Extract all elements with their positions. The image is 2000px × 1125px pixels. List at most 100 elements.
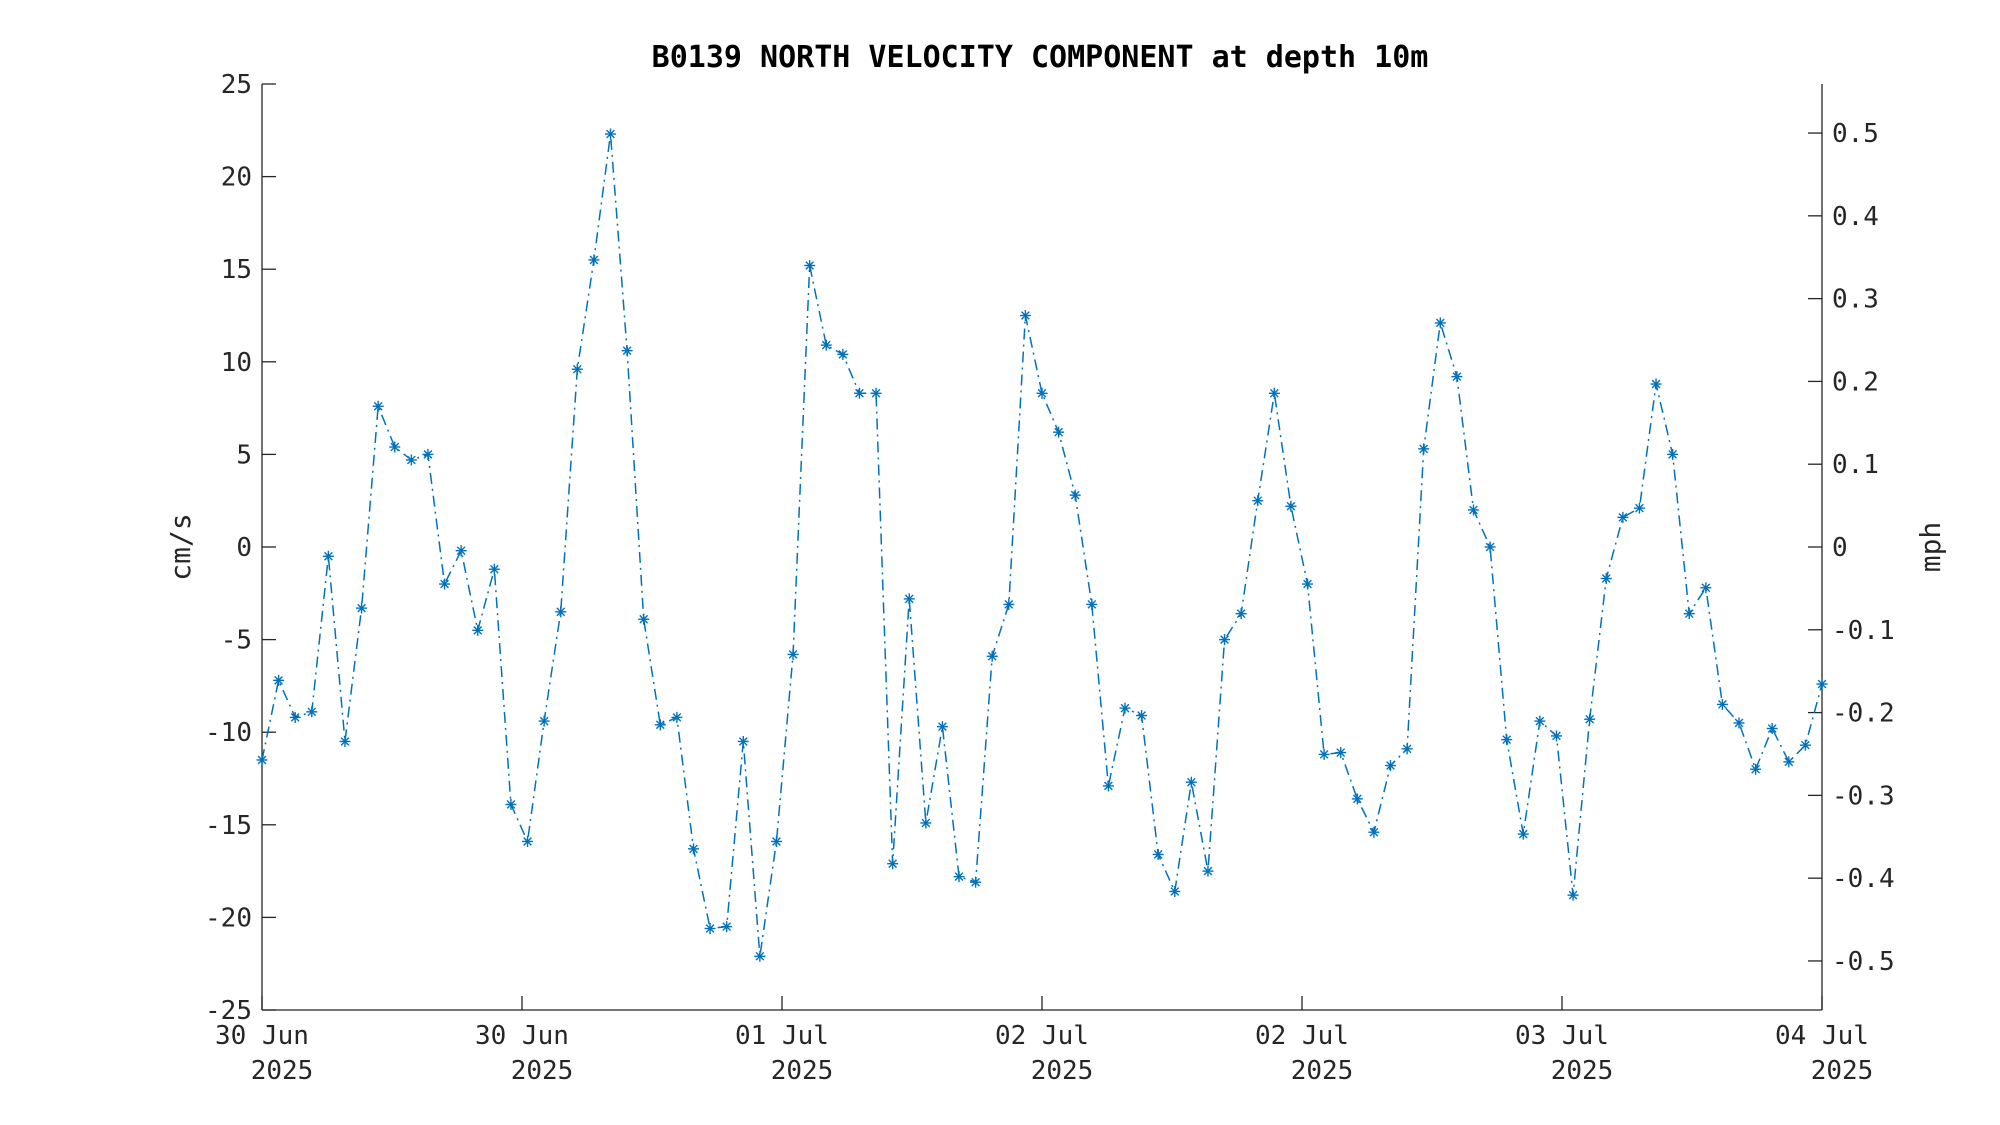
data-point [339,735,351,747]
data-point [737,735,749,747]
data-point [853,387,865,399]
data-point [1733,717,1745,729]
data-point [306,706,318,718]
data-point [671,711,683,723]
data-point [1335,747,1347,759]
x-tick-year-label: 2025 [511,1056,574,1086]
y-tick-label: 10 [221,348,252,378]
y-tick-label: 15 [221,255,252,285]
data-point [555,606,567,618]
y-tick-label: -20 [205,903,252,933]
y-tick-label: 25 [221,70,252,100]
x-tick-label: 01 Jul [735,1021,829,1051]
series-north-velocity [256,128,1828,962]
y2-tick-label: 0 [1832,533,1848,563]
data-point [1534,715,1546,727]
x-tick-label: 02 Jul [1255,1021,1349,1051]
data-point [920,817,932,829]
data-point [1584,713,1596,725]
data-point [1517,828,1529,840]
y2-tick-label: 0.3 [1832,285,1879,315]
data-point [1467,504,1479,516]
chart-title: B0139 NORTH VELOCITY COMPONENT at depth … [652,40,1429,75]
y2-tick-label: 0.5 [1832,119,1879,149]
data-point [439,578,451,590]
data-point [1434,317,1446,329]
data-point [1451,371,1463,383]
data-point [837,348,849,360]
axes [261,84,1823,1011]
data-point [1302,578,1314,590]
data-point [1019,310,1031,321]
data-point [1716,698,1728,710]
data-point [505,798,517,810]
data-point [903,593,915,605]
data-point [687,843,699,855]
data-point [472,624,484,636]
data-point [1169,885,1181,897]
data-point [1683,608,1695,620]
data-point [605,128,617,140]
x-tick-year-label: 2025 [1551,1056,1614,1086]
data-point [1252,495,1264,507]
y2-ticks: 0.5 0.4 0.3 0.2 0.1 0 -0.1 -0.2 -0.3 -0.4 -0.5 [1808,119,1895,977]
y-tick-label: 20 [221,163,252,193]
data-point [986,650,998,662]
y-ticks: 25 20 15 10 5 0 -5 -10 -15 -20 -25 [205,70,276,1026]
y-tick-label: -10 [205,718,252,748]
data-point [787,648,799,660]
data-point [1086,598,1098,610]
data-point [654,719,666,731]
y-axis-label: cm/s [164,513,197,580]
data-point [1136,710,1148,722]
x-tick-label: 30 Jun [475,1021,569,1051]
data-point [1766,722,1778,734]
data-point [1650,378,1662,390]
data-point [638,613,650,625]
y2-tick-label: 0.4 [1832,202,1879,232]
data-point [1053,426,1065,438]
data-point [1069,489,1081,501]
data-point [754,950,766,962]
data-point [1385,760,1397,772]
y2-tick-label: -0.1 [1832,616,1895,646]
data-point [1219,634,1231,646]
data-point [820,339,832,351]
data-point [522,835,534,847]
data-point [887,858,899,870]
data-point [488,563,500,575]
data-point [538,715,550,727]
data-point [704,923,716,935]
data-point [1036,387,1048,399]
data-point [1600,572,1612,584]
y-tick-label: 0 [236,533,252,563]
data-point [1418,443,1430,455]
data-point [1102,780,1114,792]
x-tick-year-label: 2025 [1811,1056,1874,1086]
data-point [1750,763,1762,775]
data-point [1351,793,1363,805]
data-point [1202,865,1214,877]
x-tick-label: 30 Jun [215,1021,309,1051]
data-point [721,921,733,933]
data-point [356,602,368,614]
y2-tick-label: 0.1 [1832,450,1879,480]
data-point [1003,598,1015,610]
data-point [322,550,334,562]
y2-tick-label: -0.3 [1832,781,1895,811]
y-tick-label: -5 [221,626,252,656]
y-tick-label: 5 [236,440,252,470]
data-point [571,363,583,375]
y2-tick-label: -0.4 [1832,864,1895,894]
data-point [1816,678,1828,690]
data-point [588,254,600,266]
data-point [770,835,782,847]
data-point [1235,608,1247,620]
data-point [1700,582,1712,594]
y-tick-label: -25 [205,996,252,1026]
data-point [389,441,401,453]
data-point [870,387,882,399]
x-tick-year-label: 2025 [1031,1056,1094,1086]
data-point [1667,448,1679,460]
